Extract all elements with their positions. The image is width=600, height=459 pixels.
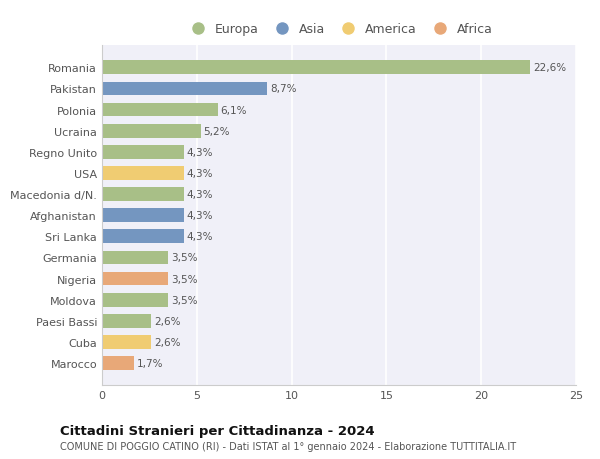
Bar: [102, 293, 169, 307]
Text: 4,3%: 4,3%: [187, 190, 213, 200]
Text: 4,3%: 4,3%: [187, 168, 213, 179]
Bar: [102, 357, 134, 370]
Text: 4,3%: 4,3%: [187, 232, 213, 242]
Text: 22,6%: 22,6%: [533, 63, 566, 73]
Text: 8,7%: 8,7%: [270, 84, 296, 94]
Bar: [102, 83, 267, 96]
Text: 4,3%: 4,3%: [187, 147, 213, 157]
Text: 6,1%: 6,1%: [221, 106, 247, 115]
Text: COMUNE DI POGGIO CATINO (RI) - Dati ISTAT al 1° gennaio 2024 - Elaborazione TUTT: COMUNE DI POGGIO CATINO (RI) - Dati ISTA…: [60, 441, 516, 451]
Legend: Europa, Asia, America, Africa: Europa, Asia, America, Africa: [180, 18, 498, 41]
Bar: [102, 314, 151, 328]
Bar: [102, 209, 184, 223]
Text: 2,6%: 2,6%: [154, 337, 181, 347]
Text: 4,3%: 4,3%: [187, 211, 213, 221]
Bar: [102, 62, 530, 75]
Text: 2,6%: 2,6%: [154, 316, 181, 326]
Text: 5,2%: 5,2%: [203, 126, 230, 136]
Text: 3,5%: 3,5%: [171, 253, 198, 263]
Bar: [102, 188, 184, 202]
Bar: [102, 124, 200, 138]
Text: 1,7%: 1,7%: [137, 358, 164, 368]
Bar: [102, 272, 169, 286]
Bar: [102, 336, 151, 349]
Text: Cittadini Stranieri per Cittadinanza - 2024: Cittadini Stranieri per Cittadinanza - 2…: [60, 424, 374, 437]
Text: 3,5%: 3,5%: [171, 274, 198, 284]
Bar: [102, 230, 184, 244]
Bar: [102, 103, 218, 117]
Bar: [102, 251, 169, 265]
Text: 3,5%: 3,5%: [171, 295, 198, 305]
Bar: [102, 146, 184, 159]
Bar: [102, 167, 184, 180]
